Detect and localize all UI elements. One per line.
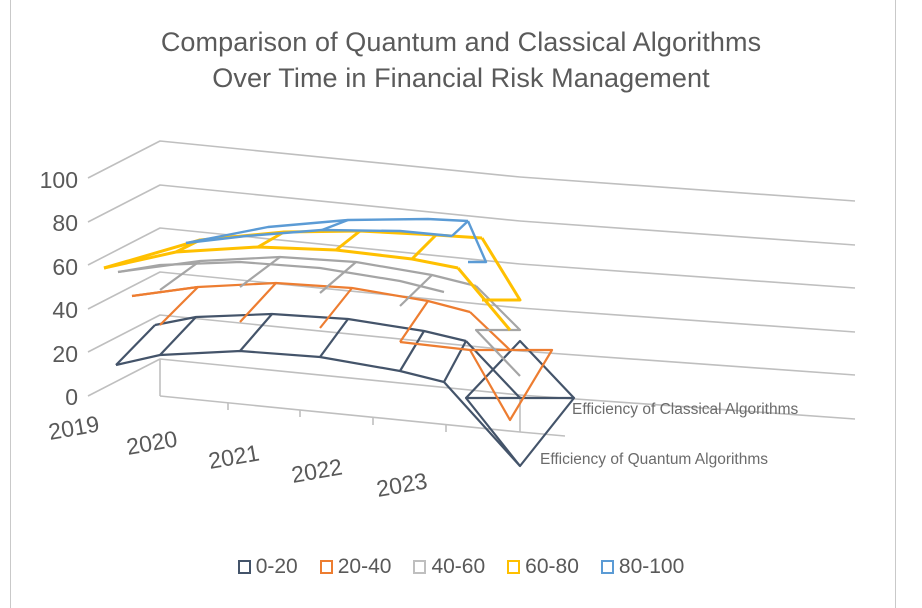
svg-text:0: 0	[65, 384, 78, 410]
page-border-left	[10, 0, 11, 608]
floor-lines	[159, 359, 566, 437]
legend-swatch-80-100	[600, 560, 614, 574]
surface-band-0-20	[115, 312, 576, 468]
legend-label-0-20: 0-20	[255, 555, 298, 578]
legend-label-80-100: 80-100	[618, 555, 685, 578]
svg-text:Efficiency of Quantum Algorith: Efficiency of Quantum Algorithms	[540, 451, 768, 468]
svg-text:2019: 2019	[46, 410, 101, 444]
legend-swatch-20-40	[319, 560, 333, 574]
surface-band-20-40	[131, 281, 554, 422]
legend-item-40-60[interactable]: 40-60	[413, 556, 485, 578]
svg-text:80: 80	[52, 210, 78, 236]
legend-item-20-40[interactable]: 20-40	[319, 555, 392, 578]
legend-label-60-80: 60-80	[525, 555, 579, 578]
svg-text:2021: 2021	[206, 439, 261, 473]
category-axis-labels: 2019 2020 2021 2022 2023	[46, 410, 429, 501]
surface-band-40-60	[117, 255, 522, 377]
chart-legend: 0-20 20-40 40-60 60-80 80-100	[0, 556, 922, 578]
legend-item-80-100[interactable]: 80-100	[600, 555, 685, 578]
svg-text:Efficiency of Classical Algori: Efficiency of Classical Algorithms	[572, 401, 799, 418]
svg-text:2020: 2020	[124, 425, 179, 459]
legend-swatch-0-20	[237, 560, 251, 574]
depth-axis-labels: Efficiency of Classical Algorithms Effic…	[540, 401, 799, 468]
value-axis-labels: 100 80 60 40 20 0	[40, 167, 78, 410]
svg-text:100: 100	[40, 167, 78, 193]
legend-label-20-40: 20-40	[337, 555, 392, 578]
svg-text:20: 20	[52, 341, 78, 367]
legend-swatch-60-80	[507, 560, 521, 574]
legend-item-60-80[interactable]: 60-80	[507, 556, 579, 578]
chart-title: Comparison of Quantum and Classical Algo…	[160, 27, 762, 93]
svg-text:2022: 2022	[289, 453, 344, 487]
gridlines-right-wall	[519, 176, 856, 420]
svg-text:2023: 2023	[374, 467, 429, 501]
page-border-right	[895, 0, 896, 608]
legend-label-40-60: 40-60	[431, 555, 486, 578]
legend-item-0-20[interactable]: 0-20	[237, 555, 298, 578]
legend-swatch-40-60	[413, 560, 427, 574]
svg-text:40: 40	[52, 297, 78, 323]
surface-band-80-100	[185, 217, 488, 264]
svg-text:60: 60	[52, 254, 78, 280]
